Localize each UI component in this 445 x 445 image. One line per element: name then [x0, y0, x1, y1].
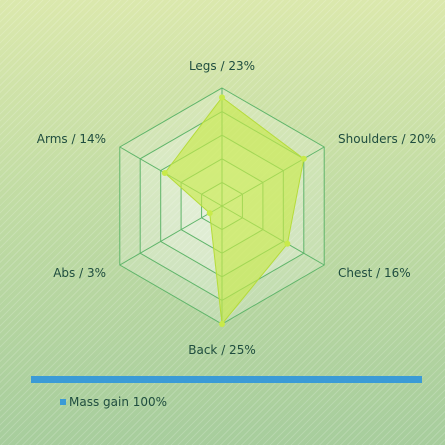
data-point-abs[interactable] [206, 210, 213, 217]
data-point-legs[interactable] [219, 94, 225, 101]
axis-label-arms: Arms / 14% [37, 132, 106, 146]
legend[interactable]: Mass gain 100% [60, 395, 167, 409]
axis-label-legs: Legs / 23% [189, 59, 255, 73]
data-point-shoulders[interactable] [300, 155, 307, 162]
data-point-back[interactable] [219, 321, 225, 327]
radar-series [161, 94, 307, 327]
axis-label-chest: Chest / 16% [338, 266, 411, 280]
axis-label-abs: Abs / 3% [53, 266, 106, 280]
legend-swatch [60, 399, 66, 405]
legend-bar [31, 376, 422, 383]
data-point-chest[interactable] [284, 240, 291, 247]
axis-labels: Legs / 23% Shoulders / 20% Chest / 16% Back… [37, 59, 436, 357]
axis-label-shoulders: Shoulders / 20% [338, 132, 436, 146]
axis-label-back: Back / 25% [188, 343, 255, 357]
grid-spoke-abs [119, 205, 223, 266]
legend-label: Mass gain 100% [69, 395, 168, 409]
data-point-arms[interactable] [161, 170, 168, 176]
